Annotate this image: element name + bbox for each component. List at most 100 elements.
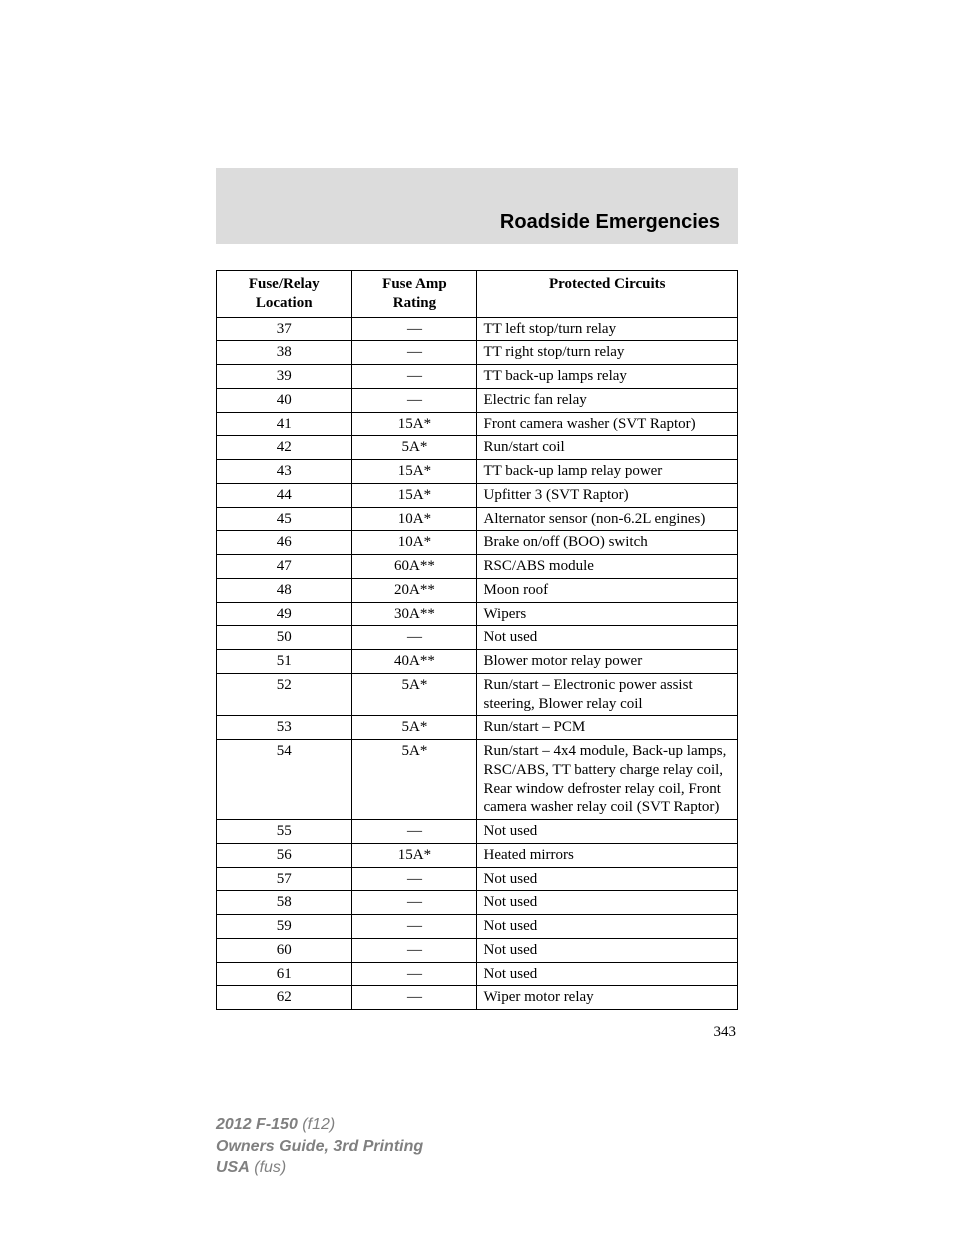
cell-amp: 5A* — [352, 673, 477, 716]
cell-location: 41 — [217, 412, 352, 436]
cell-location: 45 — [217, 507, 352, 531]
cell-amp: — — [352, 915, 477, 939]
table-row: 5140A**Blower motor relay power — [217, 650, 738, 674]
cell-amp: 15A* — [352, 460, 477, 484]
cell-circuit: Run/start coil — [477, 436, 738, 460]
table-row: 62—Wiper motor relay — [217, 986, 738, 1010]
cell-location: 62 — [217, 986, 352, 1010]
cell-circuit: Not used — [477, 915, 738, 939]
cell-circuit: TT back-up lamps relay — [477, 365, 738, 389]
cell-circuit: RSC/ABS module — [477, 555, 738, 579]
cell-circuit: Not used — [477, 962, 738, 986]
table-row: 4760A**RSC/ABS module — [217, 555, 738, 579]
table-row: 5615A*Heated mirrors — [217, 843, 738, 867]
cell-amp: 20A** — [352, 578, 477, 602]
cell-amp: 15A* — [352, 483, 477, 507]
cell-location: 49 — [217, 602, 352, 626]
cell-circuit: Not used — [477, 820, 738, 844]
cell-location: 40 — [217, 388, 352, 412]
table-row: 4510A*Alternator sensor (non-6.2L engine… — [217, 507, 738, 531]
cell-circuit: TT left stop/turn relay — [477, 317, 738, 341]
table-row: 4115A*Front camera washer (SVT Raptor) — [217, 412, 738, 436]
table-row: 545A*Run/start – 4x4 module, Back-up lam… — [217, 740, 738, 820]
cell-amp: — — [352, 626, 477, 650]
header-row: Fuse/Relay Location Fuse Amp Rating Prot… — [217, 271, 738, 318]
cell-amp: 5A* — [352, 716, 477, 740]
cell-location: 59 — [217, 915, 352, 939]
cell-circuit: Heated mirrors — [477, 843, 738, 867]
cell-amp: 30A** — [352, 602, 477, 626]
cell-circuit: Alternator sensor (non-6.2L engines) — [477, 507, 738, 531]
cell-location: 48 — [217, 578, 352, 602]
cell-amp: 15A* — [352, 843, 477, 867]
col-header-amp: Fuse Amp Rating — [352, 271, 477, 318]
footer-model-year: 2012 F-150 — [216, 1116, 298, 1133]
cell-amp: — — [352, 962, 477, 986]
table-row: 37—TT left stop/turn relay — [217, 317, 738, 341]
section-title: Roadside Emergencies — [500, 211, 720, 234]
footer-region: USA — [216, 1159, 250, 1176]
cell-amp: — — [352, 986, 477, 1010]
table-row: 535A*Run/start – PCM — [217, 716, 738, 740]
col-header-line: Rating — [393, 295, 436, 311]
cell-circuit: Not used — [477, 626, 738, 650]
cell-amp: 60A** — [352, 555, 477, 579]
fuse-table-body: 37—TT left stop/turn relay38—TT right st… — [217, 317, 738, 1010]
cell-location: 37 — [217, 317, 352, 341]
fuse-table: Fuse/Relay Location Fuse Amp Rating Prot… — [216, 270, 738, 1010]
cell-amp: 5A* — [352, 740, 477, 820]
cell-amp: 10A* — [352, 507, 477, 531]
col-header-line: Location — [256, 295, 313, 311]
table-row: 55—Not used — [217, 820, 738, 844]
footer-region-code: (fus) — [254, 1159, 286, 1176]
cell-circuit: Not used — [477, 891, 738, 915]
table-row: 425A*Run/start coil — [217, 436, 738, 460]
cell-amp: — — [352, 820, 477, 844]
cell-location: 47 — [217, 555, 352, 579]
cell-location: 58 — [217, 891, 352, 915]
cell-amp: — — [352, 867, 477, 891]
col-header-line: Fuse Amp — [382, 276, 447, 292]
cell-amp: — — [352, 891, 477, 915]
cell-location: 61 — [217, 962, 352, 986]
cell-amp: — — [352, 938, 477, 962]
table-row: 525A*Run/start – Electronic power assist… — [217, 673, 738, 716]
cell-circuit: Run/start – PCM — [477, 716, 738, 740]
table-row: 60—Not used — [217, 938, 738, 962]
cell-circuit: Not used — [477, 938, 738, 962]
table-row: 4820A**Moon roof — [217, 578, 738, 602]
cell-circuit: Run/start – Electronic power assist stee… — [477, 673, 738, 716]
table-row: 4930A**Wipers — [217, 602, 738, 626]
cell-circuit: Moon roof — [477, 578, 738, 602]
col-header-circuits: Protected Circuits — [477, 271, 738, 318]
cell-location: 52 — [217, 673, 352, 716]
footer-model-code: (f12) — [302, 1116, 335, 1133]
section-header-band: Roadside Emergencies — [216, 168, 738, 244]
fuse-table-wrap: Fuse/Relay Location Fuse Amp Rating Prot… — [216, 270, 738, 1010]
col-header-location: Fuse/Relay Location — [217, 271, 352, 318]
cell-location: 53 — [217, 716, 352, 740]
cell-amp: 10A* — [352, 531, 477, 555]
col-header-line: Fuse/Relay — [249, 276, 320, 292]
cell-location: 42 — [217, 436, 352, 460]
page-container: Roadside Emergencies Fuse/Relay Location… — [0, 0, 954, 1235]
cell-amp: — — [352, 365, 477, 389]
cell-circuit: TT right stop/turn relay — [477, 341, 738, 365]
cell-circuit: Wiper motor relay — [477, 986, 738, 1010]
cell-circuit: Wipers — [477, 602, 738, 626]
cell-location: 57 — [217, 867, 352, 891]
cell-location: 46 — [217, 531, 352, 555]
footer-line-2: Owners Guide, 3rd Printing — [216, 1136, 423, 1158]
cell-circuit: Blower motor relay power — [477, 650, 738, 674]
cell-location: 50 — [217, 626, 352, 650]
cell-circuit: Front camera washer (SVT Raptor) — [477, 412, 738, 436]
cell-location: 56 — [217, 843, 352, 867]
table-row: 59—Not used — [217, 915, 738, 939]
cell-circuit: Electric fan relay — [477, 388, 738, 412]
cell-location: 39 — [217, 365, 352, 389]
footer-line-3: USA (fus) — [216, 1157, 423, 1179]
cell-location: 51 — [217, 650, 352, 674]
table-row: 40—Electric fan relay — [217, 388, 738, 412]
cell-circuit: Not used — [477, 867, 738, 891]
footer-block: 2012 F-150 (f12) Owners Guide, 3rd Print… — [216, 1114, 423, 1179]
